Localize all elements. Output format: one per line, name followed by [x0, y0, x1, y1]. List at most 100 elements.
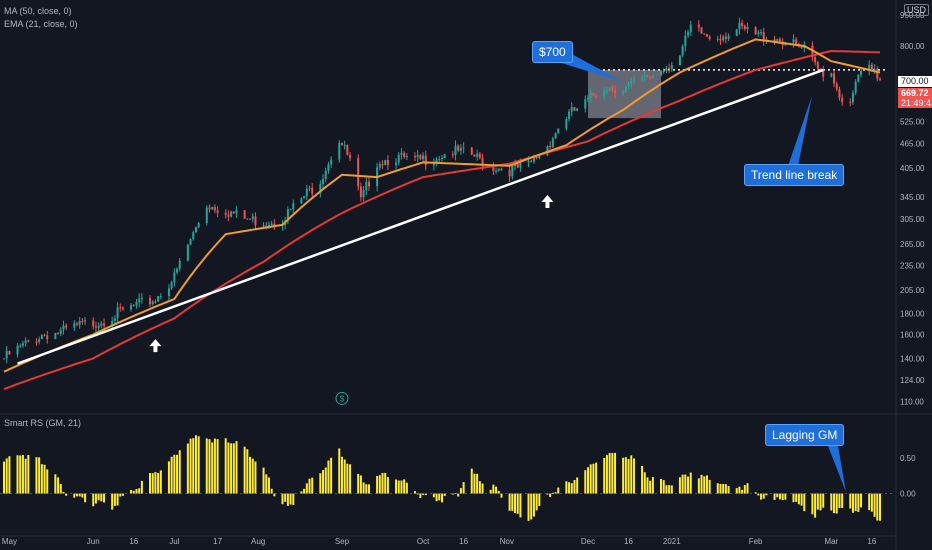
candle-up [624, 86, 627, 92]
candle-down [457, 145, 460, 151]
candle-up [405, 156, 408, 158]
candle-up [438, 158, 441, 160]
price-tick-label: 525.00 [900, 118, 925, 127]
rs-bar [178, 450, 181, 494]
rs-bar [592, 463, 595, 494]
candle-down [700, 27, 703, 34]
candle-up [173, 272, 176, 283]
candle-up [422, 155, 425, 159]
candle-up [643, 74, 646, 78]
candle-up [343, 145, 346, 147]
rs-bar [646, 477, 649, 494]
rs-bar [835, 493, 838, 514]
rs-bar [441, 493, 443, 503]
candle-up [627, 83, 630, 87]
rs-bar [319, 473, 322, 494]
rs-bar [254, 461, 257, 494]
rs-bar [362, 482, 365, 494]
candle-up [519, 162, 522, 168]
candle-up [211, 207, 214, 210]
candle-down [592, 92, 595, 97]
rs-bar [587, 467, 589, 494]
rs-bar [324, 467, 327, 494]
candle-up [603, 90, 606, 97]
price-tick-label: 405.00 [900, 164, 925, 173]
rs-bar [227, 442, 230, 494]
price-target-callout-pointer [558, 52, 624, 82]
ma-50-line [3, 49, 881, 391]
candle-up [176, 268, 179, 273]
candle-down [516, 163, 519, 168]
candle-down [549, 146, 552, 148]
candle-up [497, 168, 500, 171]
candle-up [230, 211, 233, 217]
rs-bar [59, 484, 62, 494]
rs-bar [481, 483, 484, 494]
candle-up [678, 55, 681, 66]
rs-bar [757, 493, 760, 496]
candle-up [527, 160, 530, 163]
rs-bar [62, 492, 65, 494]
candle-up [397, 154, 400, 163]
rs-bar [116, 493, 119, 506]
candle-up [632, 79, 635, 81]
ema-legend-label[interactable]: EMA (21, close, 0) [4, 19, 78, 29]
rs-bar [811, 493, 814, 515]
rs-bar [854, 493, 857, 512]
candle-down [814, 56, 817, 63]
candle-down [154, 301, 157, 303]
rs-bar [197, 436, 200, 494]
candle-up [59, 329, 62, 334]
candle-down [424, 155, 427, 166]
rs-bar [800, 493, 803, 506]
candle-up [16, 346, 19, 355]
candle-down [573, 107, 576, 111]
candle-up [622, 91, 625, 94]
rs-bar [773, 493, 776, 500]
date-tick-label: 16 [624, 537, 633, 546]
candle-up [735, 29, 738, 36]
candle-up [324, 171, 327, 179]
rs-bar [16, 455, 19, 494]
rs-bar [608, 452, 611, 494]
rs-bar [868, 493, 871, 511]
rs-bar [697, 478, 700, 494]
price-tick-label: 345.00 [900, 193, 925, 202]
candle-up [722, 36, 725, 41]
rs-bar [795, 493, 798, 502]
rs-bar [111, 493, 114, 510]
candle-down [403, 152, 406, 157]
rs-bar [497, 491, 500, 494]
rs-bar [157, 472, 160, 494]
rs-bar [76, 493, 78, 497]
rs-bar [330, 457, 333, 494]
rs-bar [849, 493, 852, 509]
candle-down [535, 156, 538, 159]
candle-up [73, 323, 76, 328]
rs-tick-label: 0.00 [900, 490, 916, 499]
currency-badge[interactable]: USD [904, 4, 930, 16]
rs-bar [327, 460, 330, 494]
rs-bar [516, 493, 519, 514]
candle-up [19, 345, 22, 347]
rs-bar [822, 493, 825, 508]
rs-bar [119, 493, 122, 497]
rs-bar [738, 486, 741, 494]
rs-bar [81, 493, 84, 498]
rs-bar [873, 493, 876, 517]
rs-legend-label[interactable]: Smart RS (GM, 21) [4, 418, 82, 428]
price-target-callout: $700 [532, 41, 573, 63]
candle-up [757, 32, 760, 35]
candle-down [595, 96, 598, 98]
rs-bar [860, 493, 863, 508]
candle-down [703, 33, 706, 35]
candle-down [611, 87, 614, 91]
rs-bar [167, 461, 170, 494]
candle-up [270, 223, 273, 225]
candle-down [773, 39, 776, 42]
rs-bar [189, 438, 192, 494]
candle-down [27, 340, 30, 342]
ma-legend-label[interactable]: MA (50, close, 0) [4, 6, 72, 16]
rs-bar [65, 493, 68, 496]
rs-bar [643, 472, 646, 494]
